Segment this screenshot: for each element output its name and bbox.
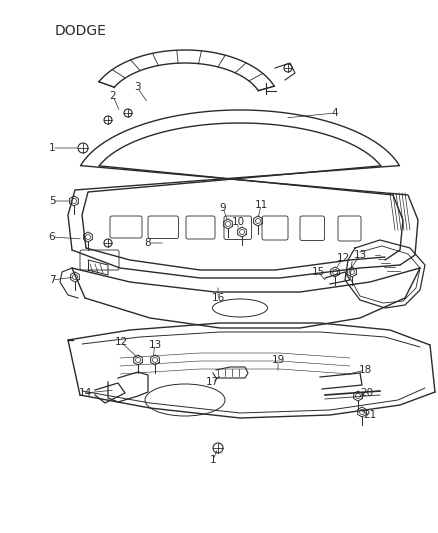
Text: 20: 20 bbox=[360, 388, 374, 398]
Text: 18: 18 bbox=[358, 365, 371, 375]
Text: 8: 8 bbox=[145, 238, 151, 248]
Text: 16: 16 bbox=[212, 293, 225, 303]
Text: 19: 19 bbox=[272, 355, 285, 365]
Text: DODGE: DODGE bbox=[55, 24, 107, 38]
Text: 9: 9 bbox=[220, 203, 226, 213]
Text: 12: 12 bbox=[336, 253, 350, 263]
Text: 5: 5 bbox=[49, 196, 55, 206]
Text: 1: 1 bbox=[210, 455, 216, 465]
Text: 11: 11 bbox=[254, 200, 268, 210]
Text: 2: 2 bbox=[110, 91, 117, 101]
Text: 12: 12 bbox=[114, 337, 127, 347]
Text: 14: 14 bbox=[78, 388, 92, 398]
Text: 4: 4 bbox=[332, 108, 338, 118]
Text: 21: 21 bbox=[364, 410, 377, 420]
Text: 3: 3 bbox=[134, 82, 140, 92]
Text: 15: 15 bbox=[311, 267, 325, 277]
Text: 6: 6 bbox=[49, 232, 55, 242]
Text: 17: 17 bbox=[205, 377, 219, 387]
Text: 1: 1 bbox=[49, 143, 55, 153]
Text: 7: 7 bbox=[49, 275, 55, 285]
Text: 10: 10 bbox=[231, 217, 244, 227]
Text: 13: 13 bbox=[353, 250, 367, 260]
Text: 13: 13 bbox=[148, 340, 162, 350]
